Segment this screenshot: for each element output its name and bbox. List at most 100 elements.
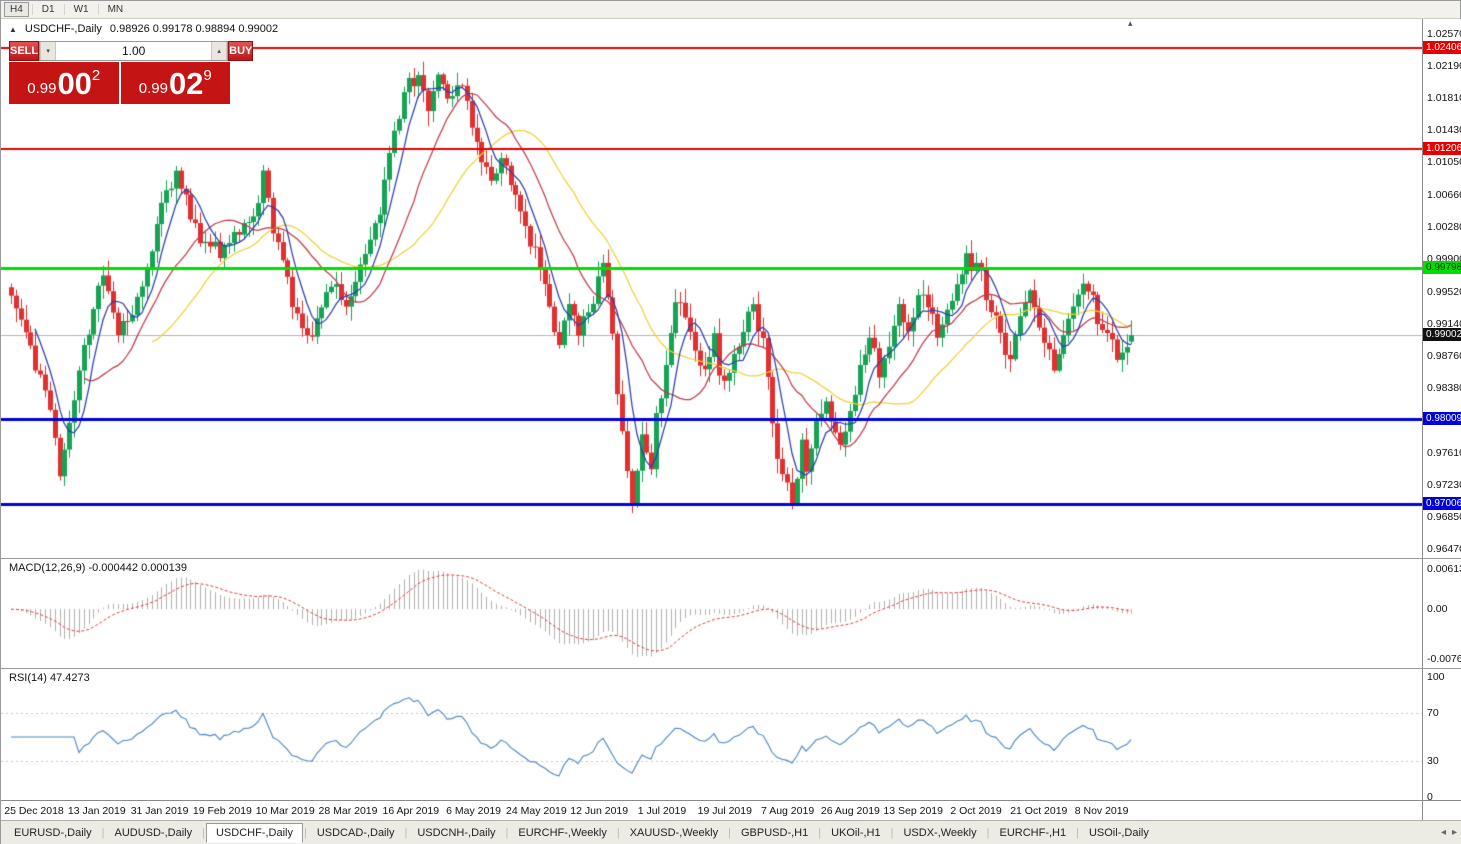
tab-separator: | [202, 827, 205, 839]
macd-axis-label: 0.00613 [1427, 563, 1461, 575]
macd-chart-canvas[interactable] [1, 559, 1422, 668]
chart-tab-usdx-weekly[interactable]: USDX-,Weekly [903, 827, 977, 839]
price-axis-label: 1.00660 [1427, 189, 1461, 202]
buy-button[interactable]: BUY [228, 41, 254, 61]
chart-tab-usoil-daily[interactable]: USOil-,Daily [1088, 827, 1149, 839]
macd-axis[interactable]: 0.00613 0.00 -0.00761 [1422, 559, 1461, 668]
buy-price-display[interactable]: 0.99 02 9 [120, 62, 230, 104]
sell-price-pips: 00 [57, 65, 92, 101]
tab-scroll-left-icon[interactable]: ◂ [1440, 827, 1446, 838]
trade-panel-prices: 0.99 00 2 0.99 02 9 [9, 62, 230, 104]
date-axis-label: 13 Sep 2019 [883, 805, 943, 817]
buy-price-figure: 0.99 [138, 79, 168, 97]
date-axis-label: 7 Aug 2019 [761, 805, 815, 817]
date-axis-label: 26 Aug 2019 [820, 805, 880, 817]
chart-tab-bar: EURUSD-,Daily | AUDUSD-,Daily | USDCHF-,Dail… [1, 820, 1461, 844]
chart-tab-ukoil-h1[interactable]: UKOil-,H1 [831, 827, 881, 839]
tab-scroll-controls: ◂ ▸ [1441, 827, 1457, 838]
symbol-ohlc-values: 0.98926 0.99178 0.98894 0.99002 [109, 23, 279, 35]
price-level-badge: 1.01206 [1423, 142, 1461, 156]
volume-decrease-button[interactable]: ▾ [40, 42, 57, 60]
chart-tab-usdchf-daily[interactable]: USDCHF-,Daily [205, 823, 303, 843]
collapse-trade-panel-icon[interactable]: ▲ [9, 24, 17, 34]
rsi-axis-label: 100 [1427, 671, 1445, 683]
chart-tab-eurchf-weekly[interactable]: EURCHF-,Weekly [518, 827, 607, 839]
date-axis-label: 16 Apr 2019 [382, 805, 440, 817]
date-axis-label: 31 Jan 2019 [130, 805, 189, 817]
tab-scroll-right-icon[interactable]: ▸ [1451, 827, 1457, 838]
volume-increase-button[interactable]: ▴ [211, 42, 228, 60]
price-axis-label: 1.01810 [1427, 92, 1461, 105]
date-axis-label: 13 Jan 2019 [67, 805, 126, 817]
rsi-axis-label: 30 [1427, 755, 1439, 767]
price-axis[interactable]: 1.02570 1.02190 1.01810 1.01430 1.01050 1.006… [1422, 19, 1461, 558]
chart-tab-usdcnh-daily[interactable]: USDCNH-,Daily [417, 827, 496, 839]
buy-price-pips: 02 [168, 65, 204, 101]
date-axis-label: 12 Jun 2019 [570, 805, 629, 817]
chart-tab-usdcad-daily[interactable]: USDCAD-,Daily [316, 827, 395, 839]
rsi-label: RSI(14) 47.4273 [9, 672, 90, 684]
macd-panel: MACD(12,26,9) -0.000442 0.000139 0.00613… [1, 558, 1461, 668]
volume-input[interactable] [56, 42, 212, 60]
tab-separator: | [505, 827, 509, 839]
price-axis-label: 1.01050 [1427, 156, 1461, 169]
chart-tab-audusd-daily[interactable]: AUDUSD-,Daily [114, 827, 193, 839]
sell-button[interactable]: SELL [9, 41, 40, 61]
date-axis-label: 6 May 2019 [446, 805, 502, 817]
price-level-badge: 0.99798 [1423, 261, 1461, 275]
chart-tab-eurusd-daily[interactable]: EURUSD-,Daily [14, 827, 92, 839]
rsi-chart-canvas[interactable] [1, 669, 1422, 800]
chart-shift-marker-icon[interactable]: ▴ [1128, 19, 1133, 28]
price-axis-label: 1.02190 [1427, 60, 1461, 73]
date-axis-label: 10 Mar 2019 [255, 805, 315, 817]
tab-separator: | [890, 827, 894, 839]
toolbar-separator [97, 4, 99, 15]
timeframe-button-mn[interactable]: MN [102, 2, 130, 17]
price-level-badge: 1.02406 [1423, 40, 1461, 54]
date-axis-label: 1 Jul 2019 [637, 805, 687, 817]
sell-price-figure: 0.99 [27, 79, 57, 97]
tab-separator: | [616, 827, 620, 839]
price-axis-label: 1.02570 [1427, 28, 1461, 40]
price-level-badge: 0.99002 [1423, 328, 1461, 342]
date-axis-label: 19 Feb 2019 [192, 805, 252, 817]
date-axis-label: 25 Dec 2018 [4, 805, 64, 817]
price-axis-label: 0.96470 [1427, 543, 1461, 555]
date-axis[interactable]: 25 Dec 2018 13 Jan 2019 31 Jan 2019 19 Feb … [1, 800, 1461, 820]
chart-symbol-info: ▲ USDCHF-,Daily 0.98926 0.99178 0.98894 … [9, 23, 278, 35]
chart-tab-xauusd-weekly[interactable]: XAUUSD-,Weekly [629, 827, 719, 839]
tab-separator: | [818, 827, 822, 839]
rsi-axis[interactable]: 100 70 30 0 [1422, 669, 1461, 800]
one-click-trade-panel: SELL ▾ ▴ BUY 0.99 00 2 0.99 02 9 [9, 41, 254, 104]
candlestick-chart-canvas[interactable] [1, 19, 1422, 558]
tab-separator: | [404, 827, 408, 839]
tab-separator: | [101, 827, 105, 839]
chart-tab-gbpusd-h1[interactable]: GBPUSD-,H1 [740, 827, 809, 839]
macd-axis-label: -0.00761 [1427, 653, 1461, 665]
tab-separator: | [728, 827, 731, 839]
date-axis-label: 2 Oct 2019 [950, 805, 1002, 817]
price-axis-label: 1.01430 [1427, 124, 1461, 137]
rsi-axis-label: 0 [1427, 791, 1433, 800]
date-axis-label: 28 Mar 2019 [318, 805, 378, 817]
buy-price-pipette: 9 [203, 67, 212, 84]
timeframe-button-w1[interactable]: W1 [68, 2, 95, 17]
axis-corner [1422, 801, 1461, 820]
date-axis-label: 8 Nov 2019 [1074, 805, 1129, 817]
tab-separator: | [1076, 827, 1079, 839]
toolbar-separator [31, 4, 33, 15]
rsi-panel: RSI(14) 47.4273 100 70 30 0 [1, 668, 1461, 800]
timeframe-button-h4[interactable]: H4 [4, 2, 29, 17]
timeframe-button-d1[interactable]: D1 [36, 2, 61, 17]
chart-tab-eurchf-h1[interactable]: EURCHF-,H1 [999, 827, 1067, 839]
sell-price-display[interactable]: 0.99 00 2 [9, 62, 119, 104]
timeframe-toolbar: H4 D1 W1 MN [1, 1, 1460, 19]
